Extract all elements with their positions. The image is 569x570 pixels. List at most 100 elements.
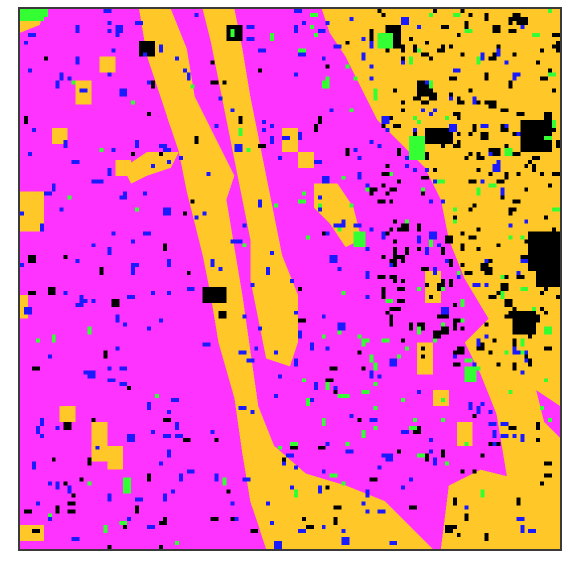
class-5-pixel — [230, 28, 235, 37]
class-5-pixel — [417, 48, 422, 53]
class-3-pixel — [500, 108, 509, 113]
class-4-pixel — [516, 132, 521, 137]
class-3-pixel — [528, 358, 533, 367]
class-3-pixel — [127, 386, 132, 391]
class-4-pixel — [23, 40, 28, 45]
class-4-pixel — [369, 417, 378, 422]
class-5-pixel — [417, 453, 425, 458]
class-5-pixel — [413, 417, 418, 422]
class-4-pixel — [313, 382, 318, 391]
class-4-pixel — [107, 366, 112, 371]
class-2-region — [440, 469, 521, 549]
class-3-pixel — [488, 171, 493, 176]
class-4-pixel — [135, 20, 144, 25]
class-4-pixel — [472, 362, 477, 367]
class-3-pixel — [440, 449, 445, 458]
class-4-pixel — [115, 314, 120, 323]
class-4-pixel — [147, 525, 155, 530]
class-3-cluster — [536, 263, 560, 287]
class-4-pixel — [107, 493, 112, 502]
class-4-pixel — [107, 378, 116, 383]
class-4-pixel — [242, 223, 247, 228]
class-3-pixel — [162, 417, 171, 422]
class-4-pixel — [166, 410, 171, 414]
class-4-pixel — [452, 354, 457, 359]
class-2-patch — [99, 56, 116, 73]
class-3-pixel — [421, 191, 425, 196]
class-3-pixel — [401, 223, 410, 232]
class-4-pixel — [464, 505, 469, 510]
class-5-pixel — [357, 334, 362, 339]
class-4-pixel — [297, 52, 302, 57]
class-3-pixel — [480, 155, 485, 160]
class-4-pixel — [27, 151, 32, 156]
class-4-pixel — [103, 9, 112, 13]
class-4-pixel — [55, 80, 60, 89]
class-4-pixel — [293, 358, 298, 367]
class-3-pixel — [440, 44, 445, 49]
class-3-pixel — [460, 263, 465, 268]
class-4-pixel — [35, 501, 40, 506]
class-3-pixel — [103, 350, 108, 359]
class-3-pixel — [389, 314, 394, 319]
class-4-pixel — [432, 179, 437, 184]
class-3-pixel — [401, 255, 406, 264]
class-4-pixel — [500, 421, 509, 426]
class-4-pixel — [365, 489, 370, 498]
class-3-pixel — [504, 298, 513, 307]
classification-map — [18, 7, 562, 551]
class-3-pixel — [464, 20, 469, 29]
class-3-pixel — [305, 525, 314, 530]
class-5-cluster — [409, 136, 425, 160]
class-4-pixel — [432, 267, 437, 276]
class-3-pixel — [524, 187, 529, 192]
class-3-pixel — [488, 259, 493, 264]
class-5-pixel — [297, 48, 306, 53]
class-3-pixel — [397, 449, 402, 454]
class-4-pixel — [516, 271, 521, 276]
class-5-pixel — [345, 441, 350, 446]
class-3-pixel — [31, 529, 40, 534]
class-4-pixel — [472, 282, 481, 287]
class-3-pixel — [405, 247, 410, 256]
class-3-pixel — [484, 322, 489, 327]
class-4-pixel — [428, 199, 433, 204]
class-3-pixel — [186, 271, 191, 276]
class-3-pixel — [468, 151, 473, 156]
class-5-pixel — [520, 235, 525, 240]
class-4-pixel — [432, 457, 437, 466]
class-3-pixel — [516, 497, 521, 506]
class-3-pixel — [508, 28, 517, 33]
class-4-pixel — [297, 529, 306, 534]
class-4-pixel — [20, 211, 24, 216]
class-5-pixel — [361, 390, 370, 395]
class-4-pixel — [75, 302, 84, 307]
class-4-pixel — [293, 72, 298, 77]
class-3-pixel — [460, 326, 465, 331]
class-5-pixel — [353, 76, 358, 81]
class-4-pixel — [480, 52, 485, 61]
class-3-pixel — [43, 56, 48, 61]
class-3-pixel — [468, 88, 473, 93]
class-3-pixel — [377, 9, 382, 13]
class-3-pixel — [369, 477, 378, 482]
class-4-pixel — [151, 163, 155, 168]
class-5-pixel — [532, 306, 537, 311]
class-4-pixel — [111, 48, 116, 53]
class-4-pixel — [119, 366, 128, 371]
class-4-pixel — [428, 231, 437, 240]
class-4-pixel — [47, 481, 52, 486]
class-4-pixel — [170, 489, 175, 494]
class-3-pixel — [508, 211, 513, 216]
class-5-pixel — [325, 382, 330, 391]
class-3-pixel — [440, 314, 445, 319]
class-4-pixel — [321, 175, 330, 184]
class-4-pixel — [480, 179, 485, 184]
class-3-pixel — [472, 414, 477, 418]
class-5-pixel — [504, 147, 513, 156]
class-3-pixel — [500, 195, 505, 200]
class-4-pixel — [317, 28, 326, 33]
class-3-pixel — [512, 199, 521, 204]
class-4-pixel — [47, 517, 52, 522]
class-4-pixel — [143, 231, 152, 236]
